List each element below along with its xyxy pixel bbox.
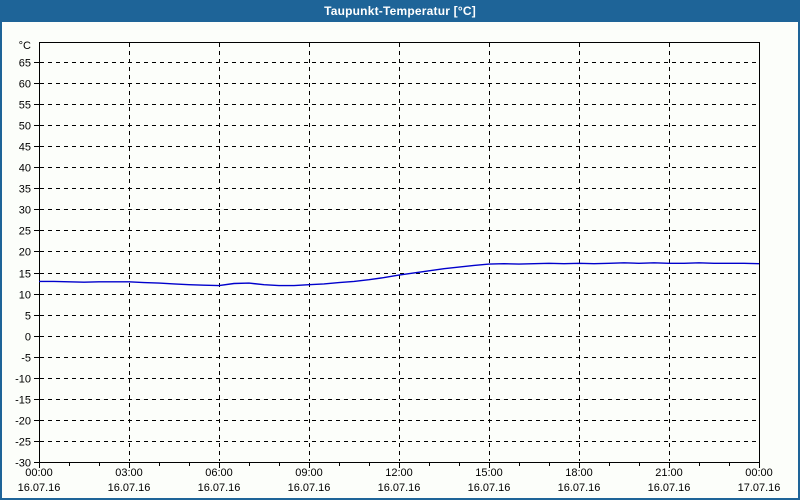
y-axis-unit-label: °C	[19, 40, 31, 52]
y-tick-label: 30	[19, 205, 31, 217]
x-tick-date-label: 16.07.16	[468, 482, 511, 494]
y-tick-label: 60	[19, 79, 31, 91]
y-tick-label: 40	[19, 163, 31, 175]
y-tick-label: -20	[15, 416, 31, 428]
y-axis-labels: 65605550454035302520151050-5-10-15-20-25…	[15, 40, 31, 470]
x-tick-date-label: 16.07.16	[108, 482, 151, 494]
y-tick-label: 35	[19, 184, 31, 196]
y-tick-label: 55	[19, 100, 31, 112]
x-tick-time-label: 00:00	[25, 467, 53, 479]
y-tick-label: 25	[19, 226, 31, 238]
x-tick-date-label: 16.07.16	[558, 482, 601, 494]
axis-ticks	[34, 62, 760, 468]
y-tick-label: -5	[21, 353, 31, 365]
x-tick-time-label: 15:00	[475, 467, 503, 479]
x-tick-time-label: 21:00	[655, 467, 683, 479]
y-tick-label: -15	[15, 395, 31, 407]
plot-border	[39, 42, 760, 463]
x-tick-date-label: 16.07.16	[288, 482, 331, 494]
x-tick-time-label: 12:00	[385, 467, 413, 479]
vertical-gridlines	[129, 43, 670, 461]
y-tick-label: -25	[15, 437, 31, 449]
y-tick-label: 65	[19, 58, 31, 70]
series-taupunkt-temperatur	[39, 262, 760, 287]
y-tick-label: -10	[15, 374, 31, 386]
y-tick-label: 45	[19, 142, 31, 154]
x-axis-labels: 00:00 16.07.16 03:00 16.07.16 06:00 16.07.16 0…	[18, 467, 781, 494]
x-tick-time-label: 18:00	[565, 467, 593, 479]
y-tick-label: 10	[19, 290, 31, 302]
x-tick-date-label: 16.07.16	[18, 482, 61, 494]
window-title: Taupunkt-Temperatur [°C]	[324, 4, 476, 18]
x-tick-time-label: 00:00	[745, 467, 773, 479]
x-tick-date-label: 16.07.16	[198, 482, 241, 494]
y-tick-label: 20	[19, 247, 31, 259]
x-tick-date-label: 16.07.16	[378, 482, 421, 494]
x-tick-time-label: 09:00	[295, 467, 323, 479]
y-tick-label: 50	[19, 121, 31, 133]
y-tick-label: 5	[25, 311, 31, 323]
y-tick-label: 0	[25, 332, 31, 344]
x-tick-date-label: 16.07.16	[648, 482, 691, 494]
x-tick-date-label: 17.07.16	[738, 482, 781, 494]
y-tick-label: 15	[19, 269, 31, 281]
x-tick-time-label: 03:00	[115, 467, 143, 479]
x-tick-time-label: 06:00	[205, 467, 233, 479]
data-line	[39, 262, 760, 287]
window-titlebar: Taupunkt-Temperatur [°C]	[2, 0, 798, 22]
y-tick-label: -30	[15, 458, 31, 470]
